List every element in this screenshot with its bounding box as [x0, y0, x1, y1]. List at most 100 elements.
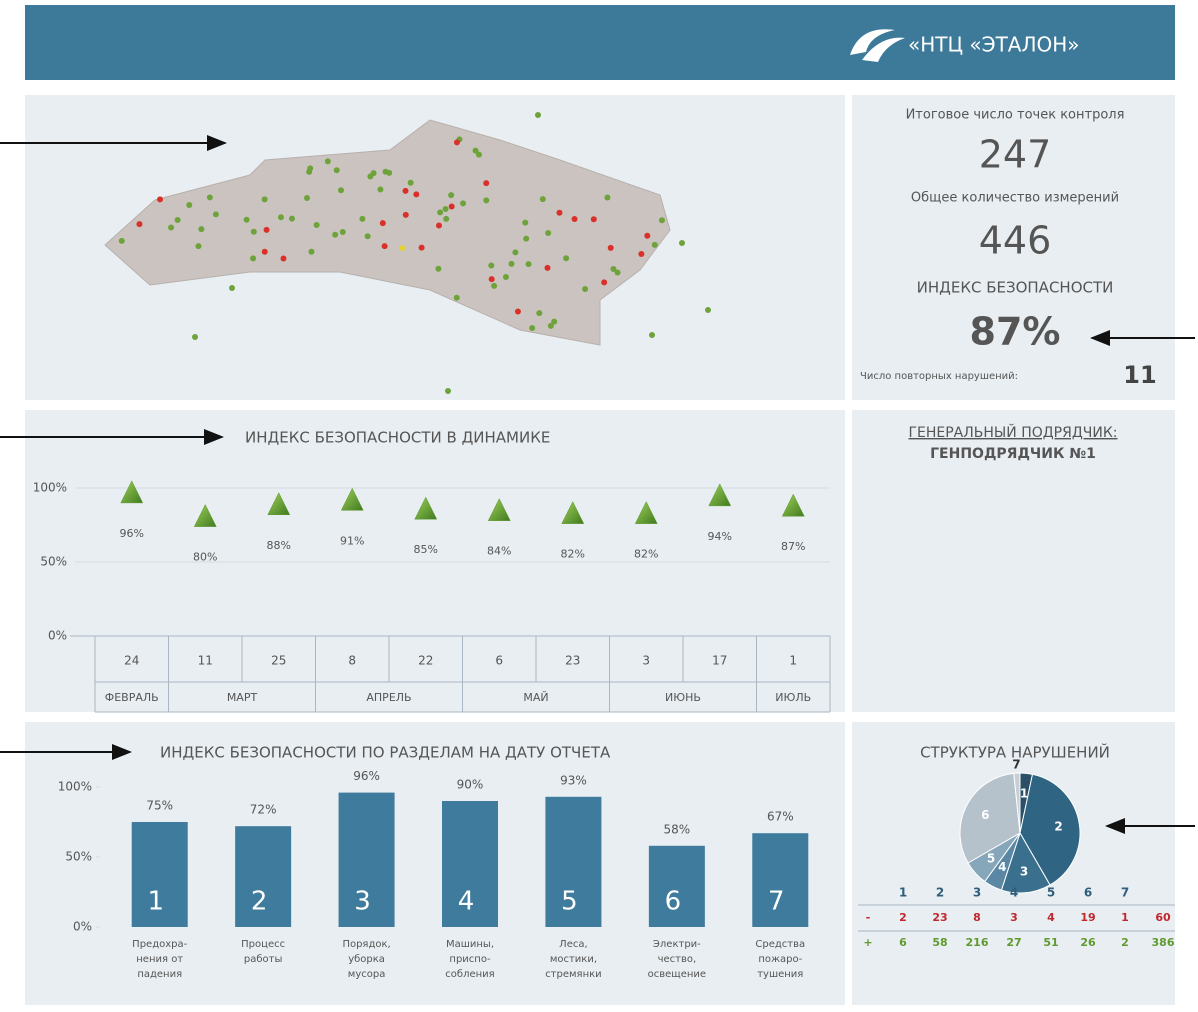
table-header: 5: [1047, 886, 1055, 900]
value-label: 87%: [781, 540, 805, 553]
y-tick-label: 100%: [58, 780, 92, 794]
value-label: 90%: [457, 778, 484, 792]
stat-value: 446: [979, 219, 1052, 263]
x-tick-label: 1: [789, 654, 797, 668]
control-point: [445, 388, 451, 394]
value-label: 82%: [561, 548, 585, 561]
control-point: [652, 242, 658, 248]
control-point: [483, 197, 489, 203]
control-point: [437, 209, 443, 215]
value-label: 67%: [767, 810, 794, 824]
x-tick-label: мусора: [348, 969, 386, 980]
control-point: [262, 249, 268, 255]
row-label: +: [863, 936, 872, 949]
control-point: [540, 196, 546, 202]
control-point: [262, 196, 268, 202]
control-point: [508, 261, 514, 267]
group-label: ИЮЛЬ: [775, 691, 811, 704]
control-point: [192, 334, 198, 340]
contractor-name: ГЕНПОДРЯДЧИК №1: [930, 446, 1096, 462]
group-label: АПРЕЛЬ: [366, 691, 411, 704]
x-tick-label: 3: [642, 654, 650, 668]
control-point: [306, 169, 312, 175]
control-point: [403, 188, 409, 194]
control-point: [536, 310, 542, 316]
control-point: [334, 167, 340, 173]
control-point: [548, 323, 554, 329]
control-point: [380, 220, 386, 226]
x-tick-label: пожаро-: [758, 954, 802, 965]
dashboard: «НТЦ «ЭТАЛОН» Итоговое число точек контр…: [0, 0, 1198, 1012]
y-tick-label: 50%: [65, 850, 92, 864]
bar-number: 2: [251, 887, 268, 917]
control-point: [229, 285, 235, 291]
slice-label: 5: [987, 852, 995, 866]
control-point: [523, 236, 529, 242]
x-tick-label: 6: [495, 654, 503, 668]
table-header: 1: [899, 886, 907, 900]
control-point: [460, 200, 466, 206]
x-tick-label: 22: [418, 654, 433, 668]
y-tick-label: 100%: [33, 481, 67, 495]
x-tick-label: нения от: [136, 954, 183, 965]
control-point: [338, 187, 344, 193]
control-point: [157, 196, 163, 202]
table-header: 6: [1084, 886, 1092, 900]
control-point: [679, 240, 685, 246]
table-cell: 26: [1080, 936, 1096, 949]
control-point: [535, 112, 541, 118]
bar-number: 7: [768, 887, 785, 917]
control-point: [168, 225, 174, 231]
control-point: [436, 223, 442, 229]
group-label: МАЙ: [523, 691, 548, 704]
control-point: [340, 229, 346, 235]
control-point: [526, 261, 532, 267]
value-label: 88%: [267, 539, 291, 552]
table-total: 60: [1155, 911, 1171, 924]
logo-text: «НТЦ «ЭТАЛОН»: [908, 33, 1080, 57]
control-point: [545, 230, 551, 236]
table-cell: 6: [899, 936, 907, 949]
slice-label: 3: [1020, 864, 1028, 878]
value-label: 96%: [120, 527, 144, 540]
control-point: [278, 214, 284, 220]
bar-number: 4: [458, 887, 475, 917]
table-cell: 8: [973, 911, 981, 924]
table-header: 7: [1121, 886, 1129, 900]
control-point: [615, 270, 621, 276]
table-cell: 1: [1121, 911, 1129, 924]
control-point: [556, 210, 562, 216]
control-point: [608, 245, 614, 251]
table-cell: 2: [899, 911, 907, 924]
control-point: [454, 139, 460, 145]
control-point: [175, 217, 181, 223]
value-label: 72%: [250, 803, 277, 817]
value-label: 80%: [193, 551, 217, 564]
value-label: 91%: [340, 534, 364, 547]
table-cell: 3: [1010, 911, 1018, 924]
control-point: [207, 194, 213, 200]
x-tick-label: освещение: [648, 969, 706, 980]
table-cell: 27: [1006, 936, 1021, 949]
control-point: [251, 229, 257, 235]
control-point: [399, 245, 405, 251]
control-point: [383, 169, 389, 175]
control-point: [289, 216, 295, 222]
y-tick-label: 0%: [48, 629, 67, 643]
bar-number: 6: [665, 887, 682, 917]
control-point: [186, 202, 192, 208]
slice-label: 6: [981, 808, 989, 822]
control-point: [638, 251, 644, 257]
value-label: 84%: [487, 545, 511, 558]
control-point: [449, 203, 455, 209]
table-total: 386: [1152, 936, 1175, 949]
x-tick-label: работы: [244, 954, 282, 965]
stat-value: 87%: [970, 310, 1061, 354]
group-label: ИЮНЬ: [665, 691, 701, 704]
control-point: [304, 195, 310, 201]
table-cell: 58: [932, 936, 947, 949]
x-tick-label: Леса,: [559, 939, 587, 950]
x-tick-label: стремянки: [545, 969, 601, 980]
group-label: ФЕВРАЛЬ: [105, 691, 159, 704]
control-point: [382, 243, 388, 249]
